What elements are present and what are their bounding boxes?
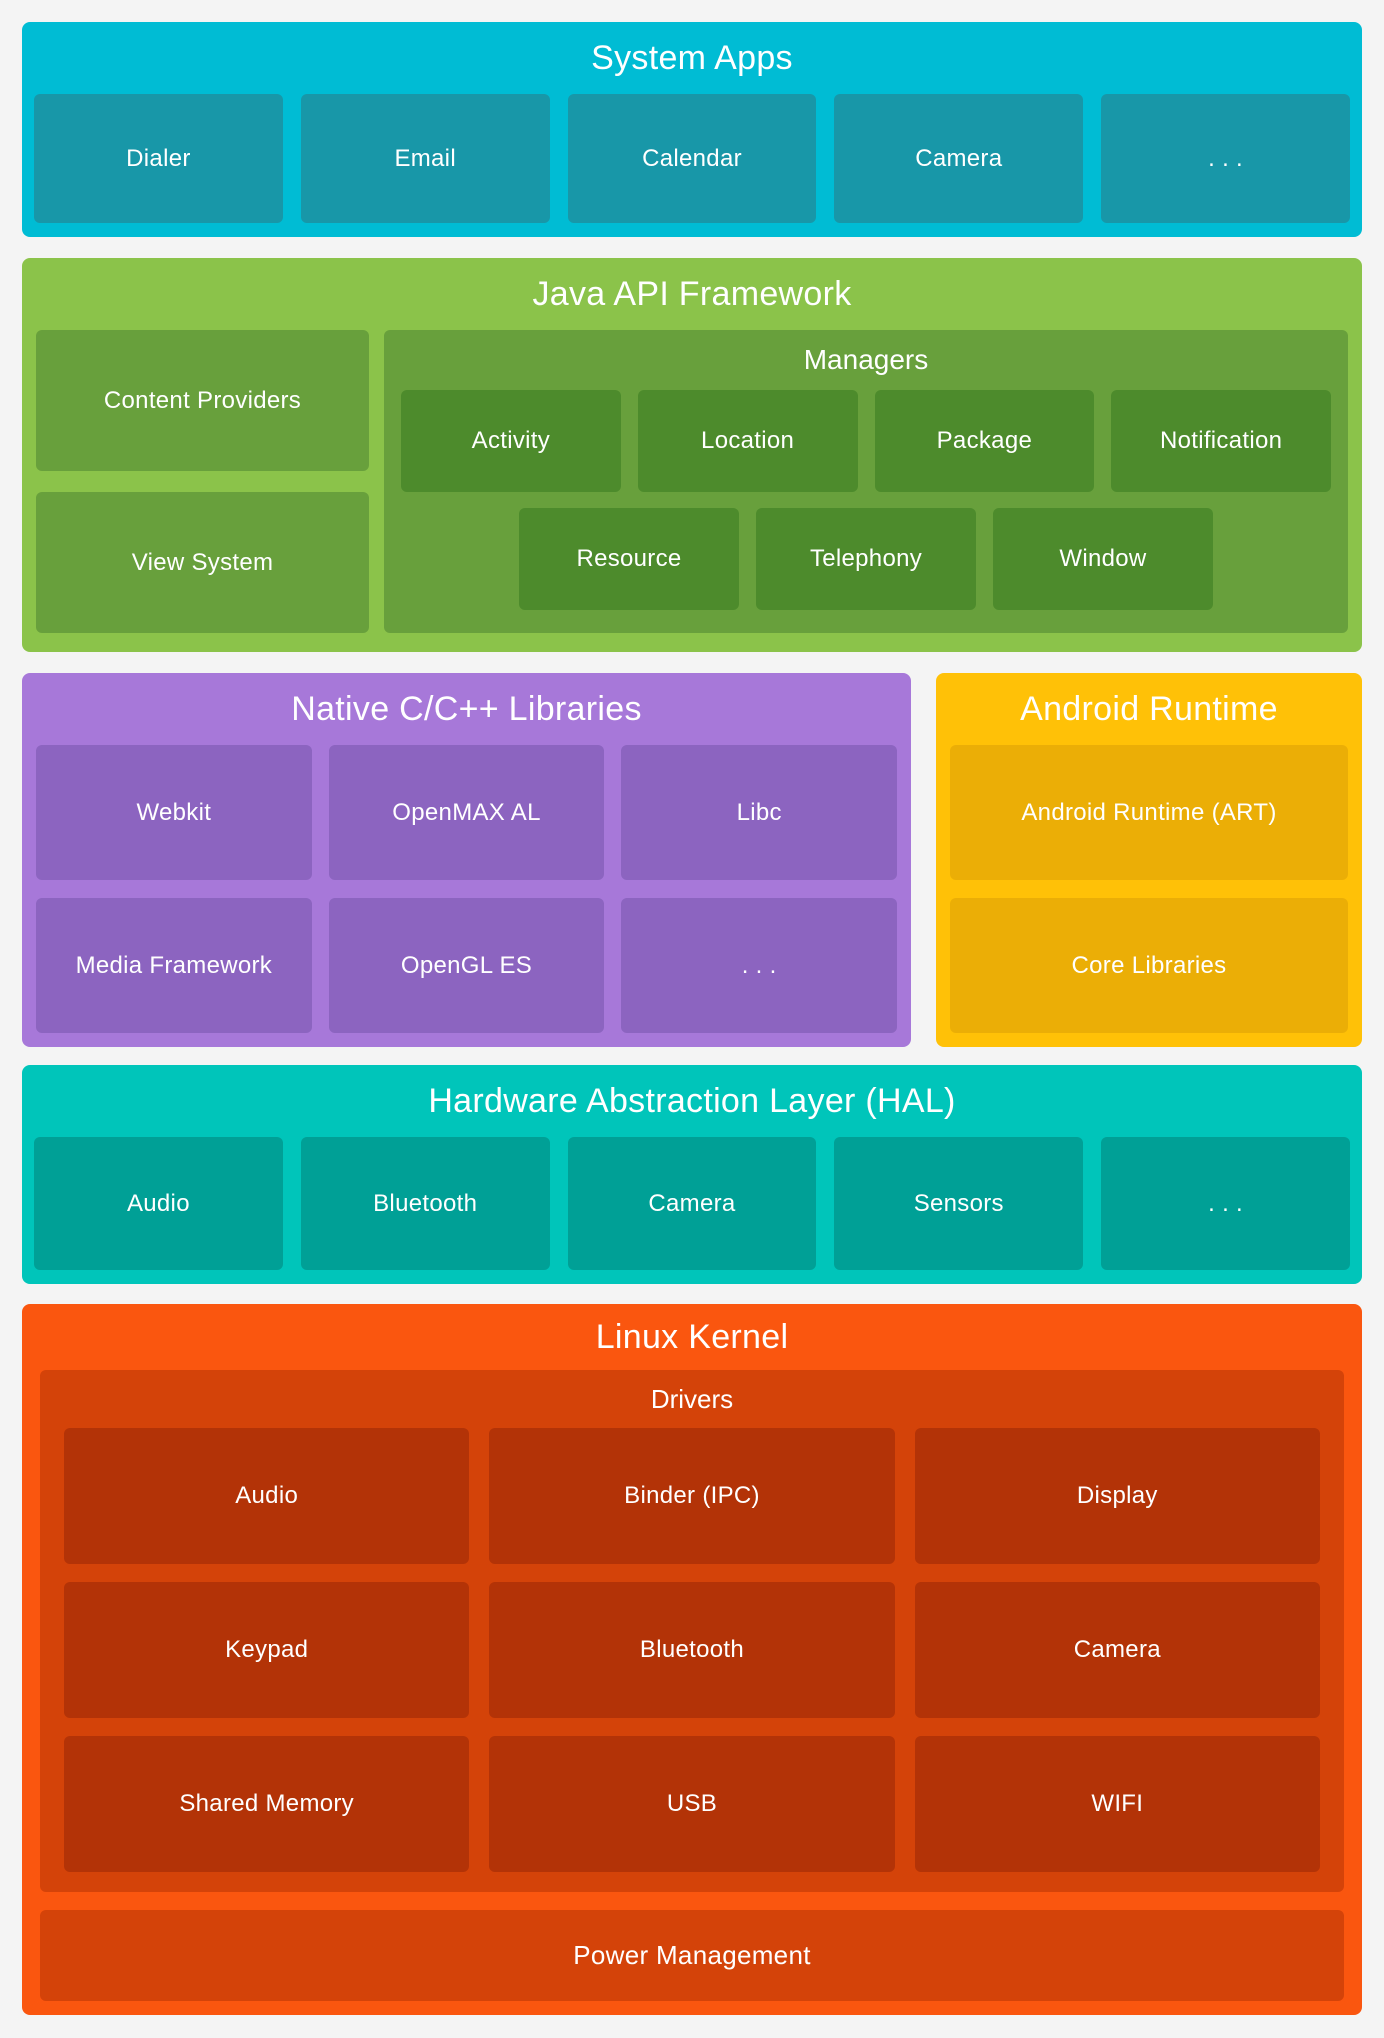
system-apps-row: Dialer Email Calendar Camera . . . (22, 94, 1362, 223)
manager-package: Package (874, 390, 1095, 492)
linux-kernel-section: Linux Kernel Drivers Audio Binder (IPC) … (22, 1304, 1362, 2015)
app-calendar: Calendar (567, 94, 817, 223)
manager-notification: Notification (1111, 390, 1331, 492)
hal-camera: Camera (567, 1137, 817, 1270)
android-runtime-title: Android Runtime (1020, 689, 1278, 728)
lib-ellipsis: . . . (621, 898, 898, 1033)
manager-location: Location (637, 390, 858, 492)
java-api-framework-section: Java API Framework Content Providers Vie… (22, 258, 1362, 652)
manager-resource: Resource (519, 508, 739, 610)
driver-keypad: Keypad (64, 1582, 470, 1718)
hal-bluetooth: Bluetooth (300, 1137, 550, 1270)
driver-shared-memory: Shared Memory (64, 1736, 470, 1872)
native-libraries-row-1: Webkit OpenMAX AL Libc (22, 745, 911, 880)
drivers-title: Drivers (650, 1383, 734, 1414)
system-apps-section: System Apps Dialer Email Calendar Camera… (22, 22, 1362, 237)
native-libraries-title: Native C/C++ Libraries (291, 689, 642, 728)
driver-wifi: WIFI (914, 1736, 1320, 1872)
managers-container: Managers Activity Location Package Notif… (384, 330, 1348, 633)
lib-opengl-es: OpenGL ES (328, 898, 605, 1033)
app-ellipsis: . . . (1101, 94, 1350, 223)
view-system-box: View System (36, 492, 369, 633)
driver-bluetooth: Bluetooth (489, 1582, 895, 1718)
managers-row-1: Activity Location Package Notification (384, 390, 1348, 492)
driver-audio: Audio (64, 1428, 470, 1564)
content-providers-box: Content Providers (36, 330, 369, 471)
app-camera: Camera (834, 94, 1084, 223)
java-api-framework-title: Java API Framework (532, 274, 852, 313)
drivers-row-2: Keypad Bluetooth Camera (40, 1582, 1344, 1718)
hal-audio: Audio (34, 1137, 283, 1270)
system-apps-title: System Apps (591, 38, 793, 77)
hal-sensors: Sensors (834, 1137, 1084, 1270)
lib-media-framework: Media Framework (36, 898, 312, 1033)
hal-row: Audio Bluetooth Camera Sensors . . . (22, 1137, 1362, 1270)
core-libraries-box: Core Libraries (950, 898, 1348, 1033)
power-management-box: Power Management (40, 1910, 1344, 2001)
app-dialer: Dialer (34, 94, 283, 223)
lib-openmax-al: OpenMAX AL (328, 745, 605, 880)
app-email: Email (300, 94, 550, 223)
manager-activity: Activity (401, 390, 621, 492)
android-runtime-art-box: Android Runtime (ART) (950, 745, 1348, 880)
managers-title: Managers (803, 344, 929, 375)
android-runtime-section: Android Runtime Android Runtime (ART) Co… (936, 673, 1362, 1047)
hal-ellipsis: . . . (1101, 1137, 1350, 1270)
lib-libc: Libc (621, 745, 898, 880)
linux-kernel-title: Linux Kernel (595, 1317, 789, 1356)
manager-telephony: Telephony (756, 508, 976, 610)
managers-row-2: Resource Telephony Window (384, 508, 1348, 610)
native-libraries-section: Native C/C++ Libraries Webkit OpenMAX AL… (22, 673, 911, 1047)
lib-webkit: Webkit (36, 745, 312, 880)
manager-window: Window (993, 508, 1213, 610)
hal-section: Hardware Abstraction Layer (HAL) Audio B… (22, 1065, 1362, 1284)
driver-display: Display (914, 1428, 1320, 1564)
drivers-row-1: Audio Binder (IPC) Display (40, 1428, 1344, 1564)
driver-binder-ipc: Binder (IPC) (489, 1428, 895, 1564)
native-libraries-row-2: Media Framework OpenGL ES . . . (22, 898, 911, 1033)
hal-title: Hardware Abstraction Layer (HAL) (428, 1081, 956, 1120)
drivers-row-3: Shared Memory USB WIFI (40, 1736, 1344, 1872)
java-left-column: Content Providers View System (36, 330, 369, 633)
driver-usb: USB (489, 1736, 895, 1872)
driver-camera: Camera (914, 1582, 1320, 1718)
drivers-container: Drivers Audio Binder (IPC) Display Keypa… (40, 1370, 1344, 1892)
